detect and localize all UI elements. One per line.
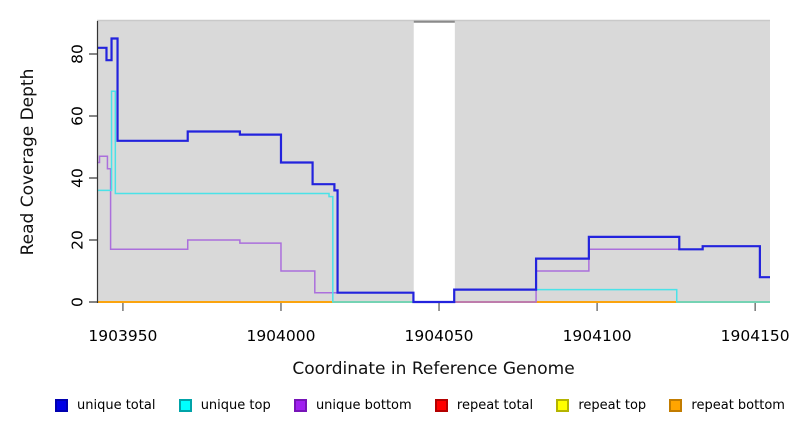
y-tick-label: 80 (69, 44, 87, 64)
legend-item-repeat-top: repeat top (556, 398, 646, 413)
y-tick-label: 20 (69, 230, 87, 250)
legend-label: repeat total (456, 398, 534, 413)
legend-swatch-icon (434, 399, 448, 412)
legend-swatch-icon (556, 399, 570, 412)
y-tick-label: 60 (69, 106, 87, 126)
x-axis-title: Coordinate in Reference Genome (292, 359, 575, 379)
x-tick-label: 1904050 (405, 327, 474, 345)
legend-label: repeat top (578, 398, 647, 413)
legend: unique total unique top unique bottom repea… (55, 398, 785, 413)
legend-item-unique-bottom: unique bottom (293, 398, 412, 413)
legend-item-unique-top: unique top (178, 398, 271, 413)
x-tick-label: 1904150 (721, 327, 790, 345)
coverage-gap-band (413, 21, 455, 302)
legend-label: unique total (77, 398, 156, 413)
legend-label: unique bottom (315, 398, 412, 413)
series-line-unique-top (97, 90, 770, 303)
legend-label: repeat bottom (691, 398, 785, 413)
legend-item-repeat-bottom: repeat bottom (669, 398, 785, 413)
x-tick-label: 1903950 (88, 327, 157, 345)
x-tick-label: 1904100 (563, 327, 632, 345)
x-tick-label: 1904000 (246, 327, 315, 345)
legend-swatch-icon (669, 399, 683, 412)
legend-item-repeat-total: repeat total (434, 398, 534, 413)
legend-swatch-icon (178, 399, 192, 412)
legend-swatch-icon (293, 399, 307, 412)
series-line-unique-total (97, 37, 770, 304)
y-tick-label: 0 (69, 297, 87, 307)
legend-swatch-icon (55, 399, 68, 412)
legend-label: unique top (200, 398, 271, 413)
y-tick-label: 40 (69, 168, 87, 188)
legend-item-unique-total: unique total (55, 398, 155, 413)
y-axis-title: Read Coverage Depth (18, 68, 38, 256)
